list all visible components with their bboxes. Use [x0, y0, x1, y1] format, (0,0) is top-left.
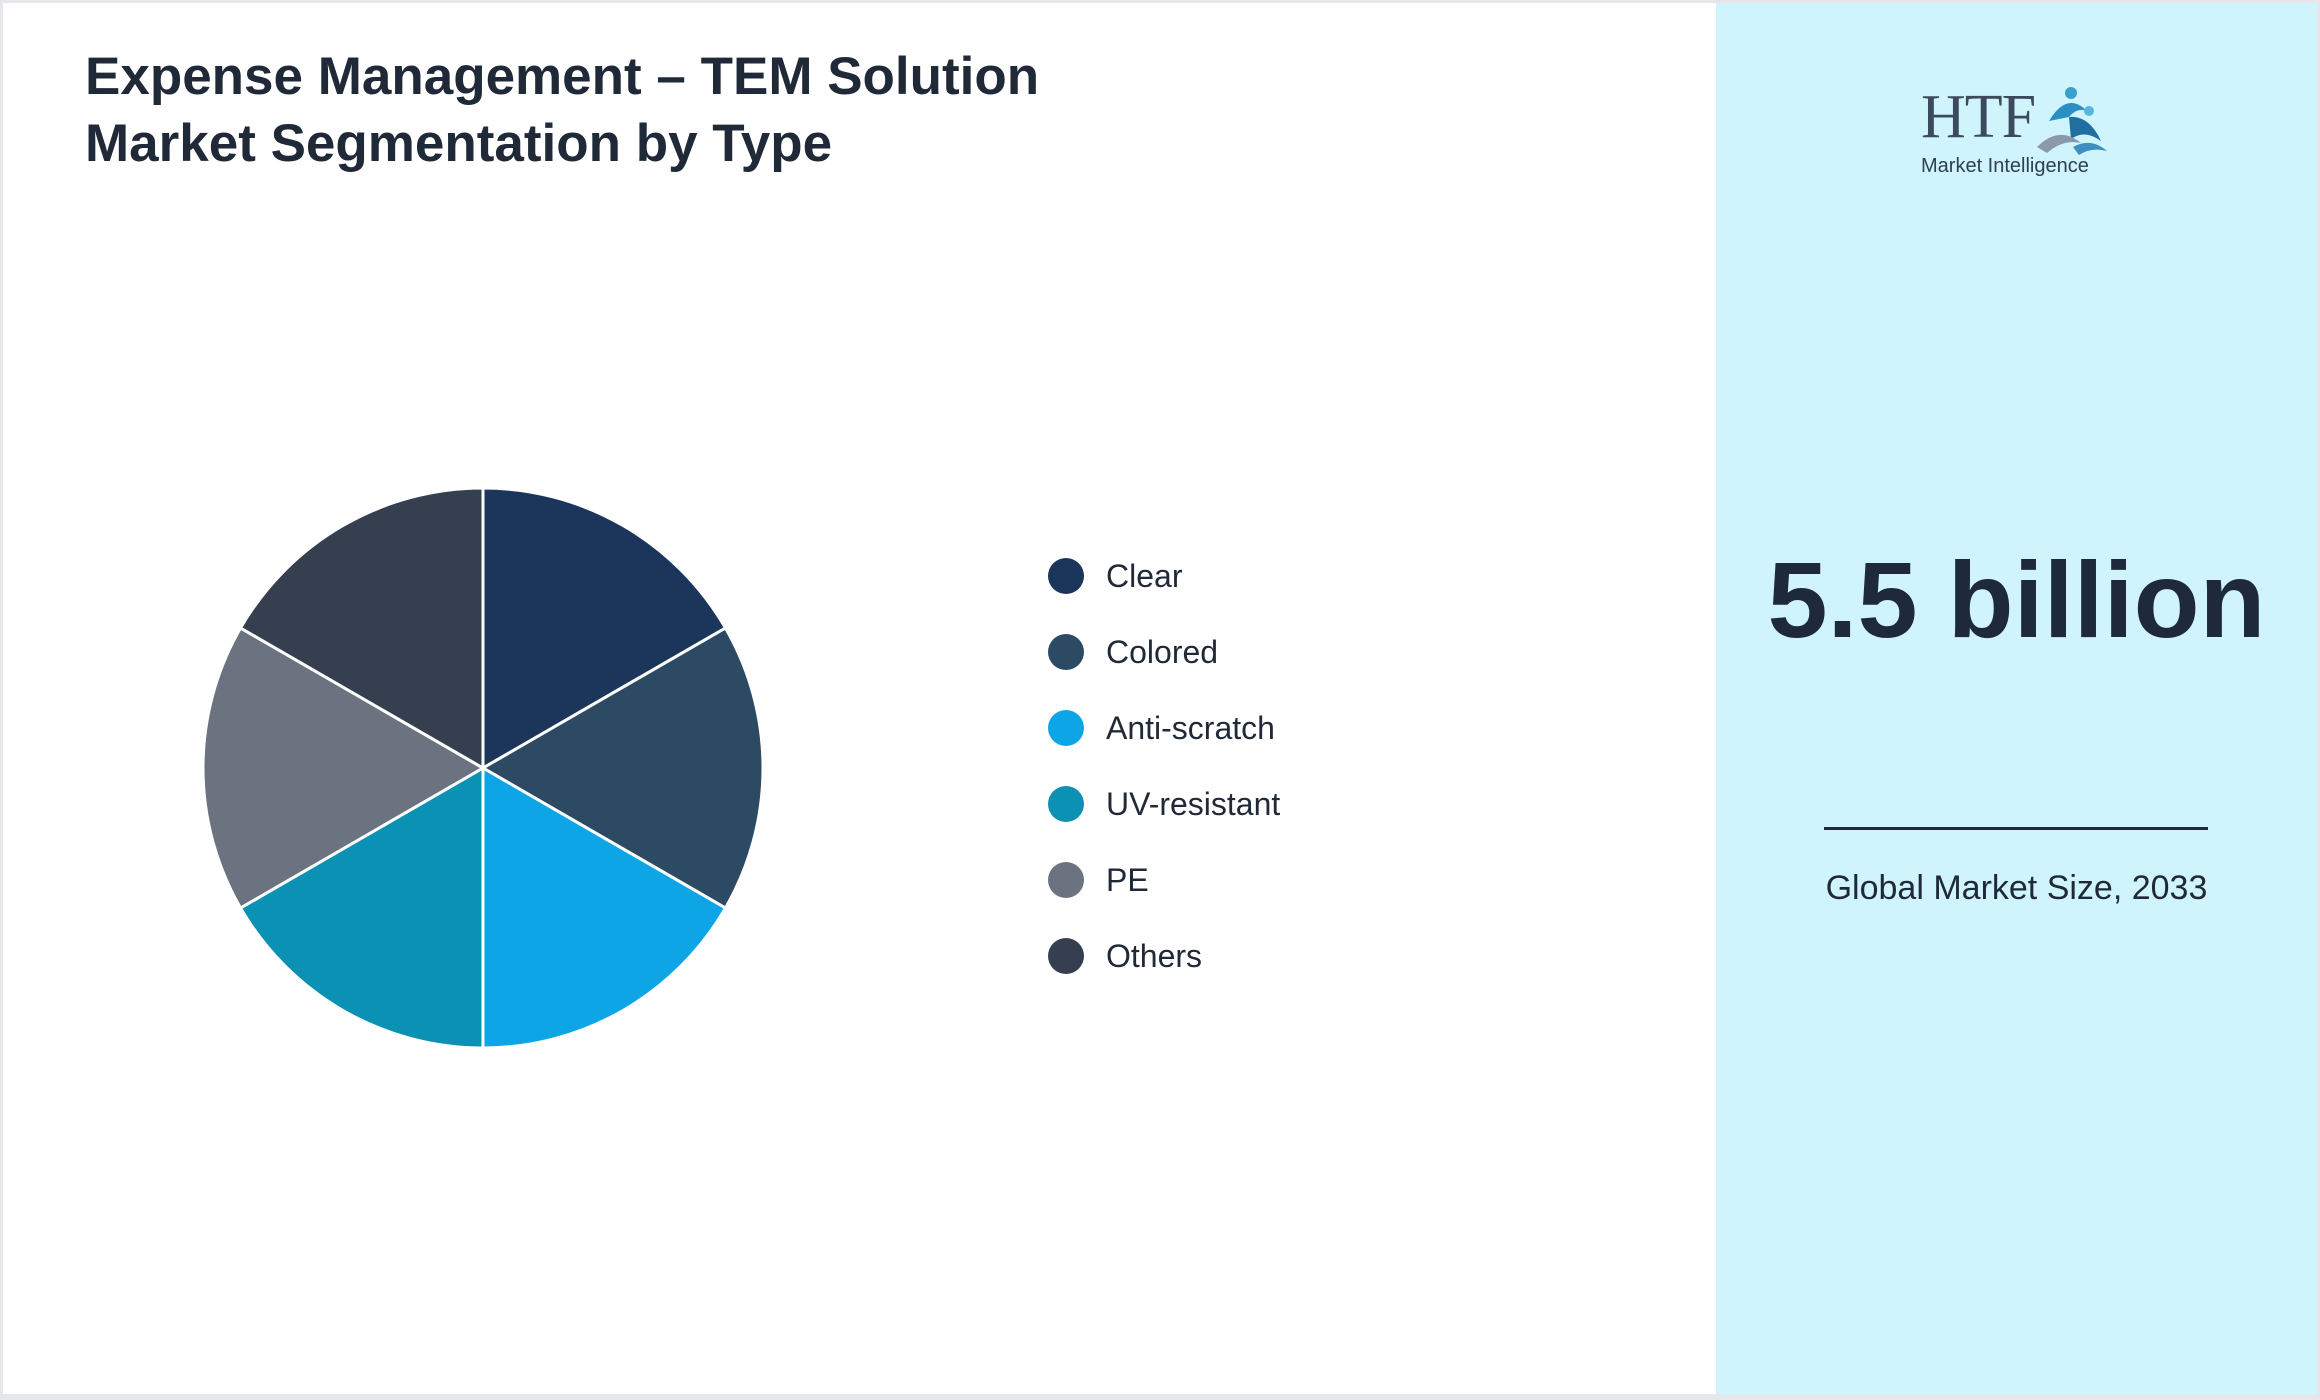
legend-swatch	[1048, 938, 1084, 974]
pie-slice-colored	[480, 625, 765, 911]
pie-slice-others	[238, 486, 485, 771]
pie-slice-pe	[201, 625, 486, 911]
logo-tagline: Market Intelligence	[1921, 155, 2089, 177]
chart-title: Expense Management – TEM Solution Market…	[85, 47, 1040, 173]
htf-logo: HTF Market Intelligence	[1921, 81, 2111, 191]
market-size-value: 5.5 billion	[1767, 539, 2266, 660]
legend-label: Anti-scratch	[1106, 710, 1275, 746]
divider	[1824, 827, 2208, 830]
legend-label: PE	[1106, 862, 1149, 898]
legend-label: UV-resistant	[1106, 786, 1281, 822]
logo-brand-text: HTF	[1921, 83, 2036, 151]
pie-slice-clear	[481, 486, 728, 771]
pie-slice-uv-resistant	[238, 765, 485, 1050]
legend-swatch	[1048, 862, 1084, 898]
summary-panel: HTF Market Intelligence 5.5 billion Glob…	[1716, 3, 2317, 1394]
legend-swatch	[1048, 634, 1084, 670]
legend-label: Clear	[1106, 558, 1183, 594]
legend-label: Others	[1106, 938, 1203, 974]
logo-figures-icon	[2037, 87, 2107, 155]
legend-swatch	[1048, 786, 1084, 822]
legend-swatch	[1048, 558, 1084, 594]
market-size-caption: Global Market Size, 2033	[1825, 869, 2208, 907]
pie-slice-anti-scratch	[481, 765, 728, 1050]
legend-label: Colored	[1106, 634, 1219, 670]
legend-swatch	[1048, 710, 1084, 746]
pie-chart	[201, 486, 765, 1050]
